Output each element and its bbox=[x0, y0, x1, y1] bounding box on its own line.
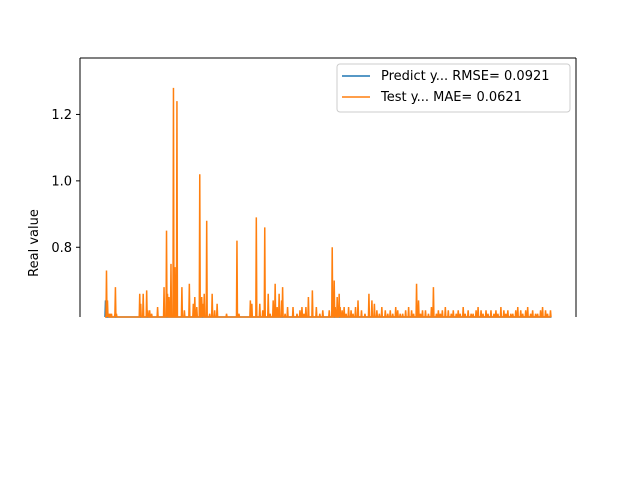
y-axis-label: Real value bbox=[27, 209, 42, 277]
legend-frame bbox=[336, 63, 571, 113]
y-ticks: 0.8 1.0 1.2 bbox=[51, 108, 80, 256]
y-tick-label: 0.8 bbox=[51, 241, 72, 256]
series-layer bbox=[104, 87, 552, 318]
legend: Predict y... RMSE= 0.0921 Test y... MAE=… bbox=[336, 63, 571, 113]
legend-label-test: Test y... MAE= 0.0621 bbox=[380, 90, 522, 105]
series-line-test bbox=[105, 87, 552, 318]
y-tick-label: 1.0 bbox=[51, 174, 72, 189]
y-tick-label: 1.2 bbox=[51, 108, 72, 123]
legend-label-predict: Predict y... RMSE= 0.0921 bbox=[381, 69, 550, 84]
